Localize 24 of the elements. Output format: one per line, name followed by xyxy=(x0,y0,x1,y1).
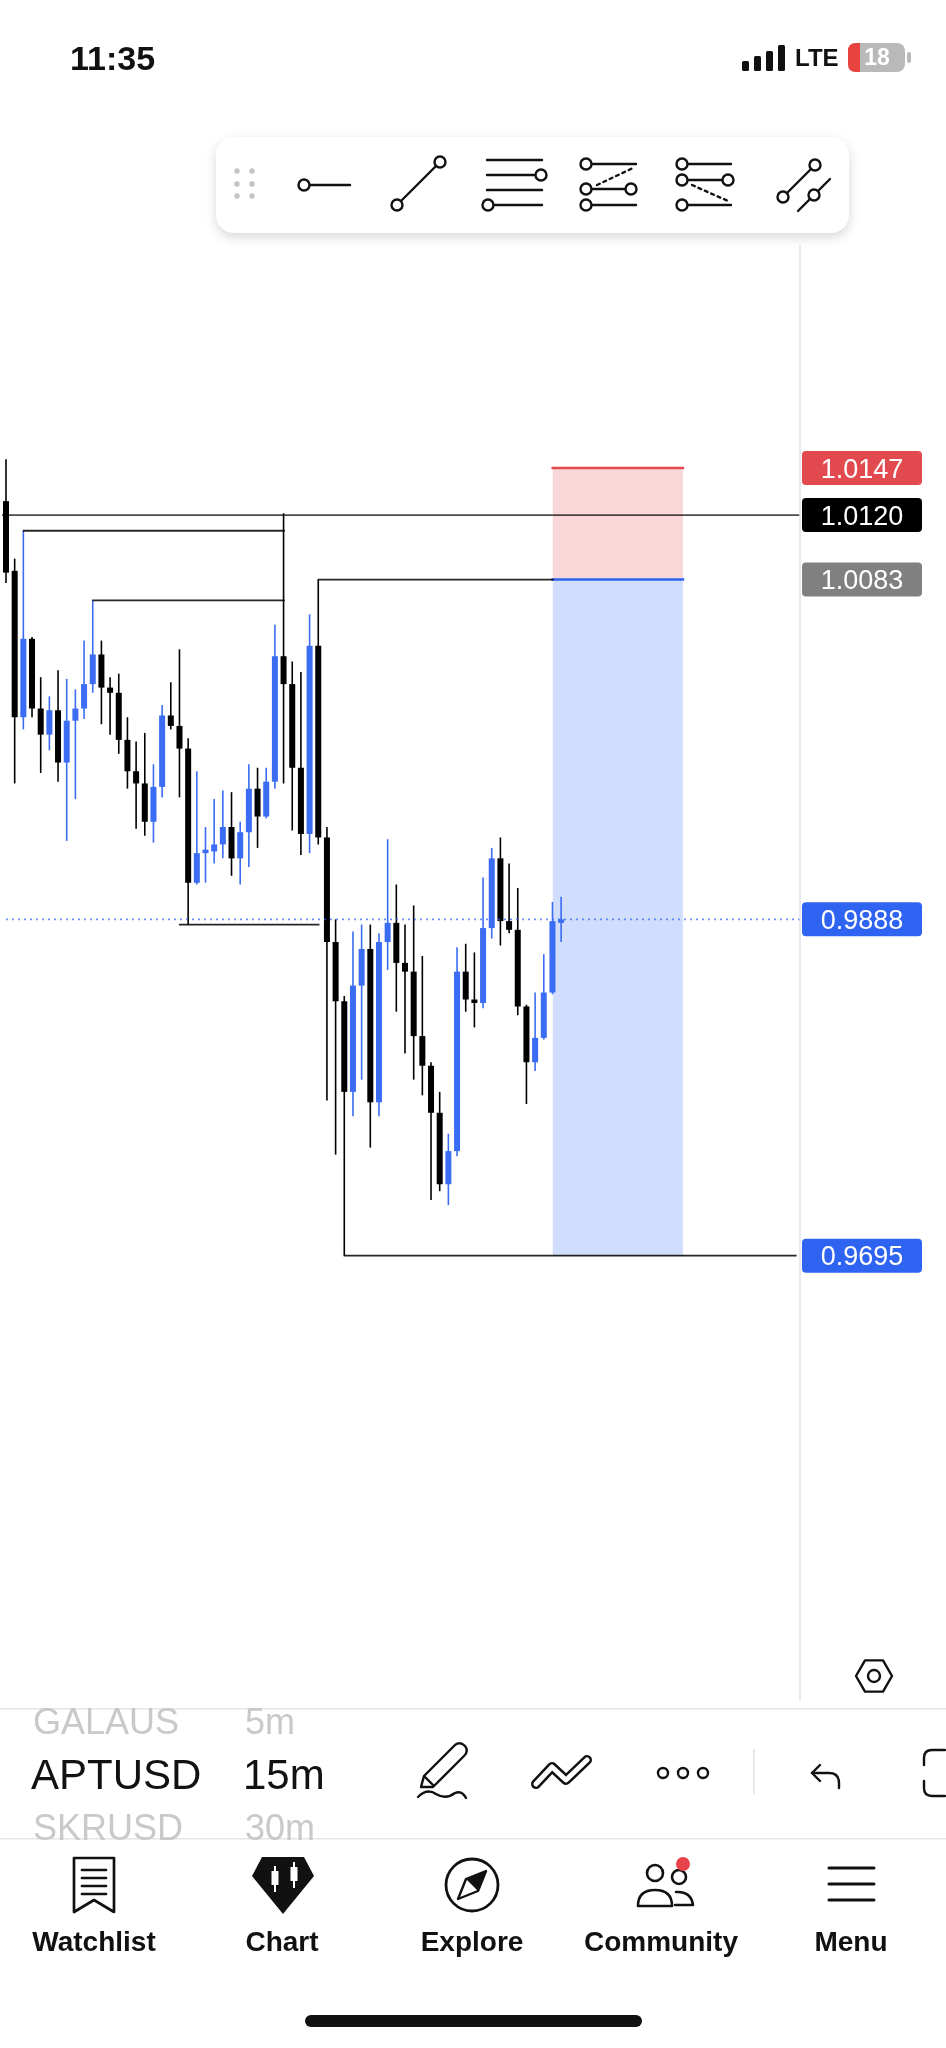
text: 11:35 xyxy=(70,37,156,79)
y-tick-label: 0.9888 xyxy=(820,905,904,936)
text: Watchlist xyxy=(32,1925,156,1959)
y-tick-label: 1.0120 xyxy=(820,500,904,531)
candlestick xyxy=(402,923,408,1055)
text: 18 xyxy=(864,44,890,72)
text: LTE xyxy=(795,43,839,73)
text: Community xyxy=(584,1925,738,1959)
text: Explore xyxy=(420,1925,524,1959)
candlestick xyxy=(506,862,513,935)
candlestick xyxy=(107,676,114,736)
y-tick-label: 1.0147 xyxy=(820,453,904,484)
candlestick xyxy=(176,648,183,799)
candlestick xyxy=(211,798,218,865)
y-tick-label: 1.0083 xyxy=(820,565,904,596)
y-tick-label: 0.9695 xyxy=(820,1241,904,1272)
text: 15m xyxy=(243,1749,325,1800)
candlestick xyxy=(133,740,140,830)
text: Chart xyxy=(245,1925,319,1959)
candlestick xyxy=(167,681,174,731)
candlestick xyxy=(72,688,79,800)
candlestick xyxy=(219,789,226,860)
text: APTUSD xyxy=(31,1749,202,1800)
text: Menu xyxy=(814,1925,888,1959)
